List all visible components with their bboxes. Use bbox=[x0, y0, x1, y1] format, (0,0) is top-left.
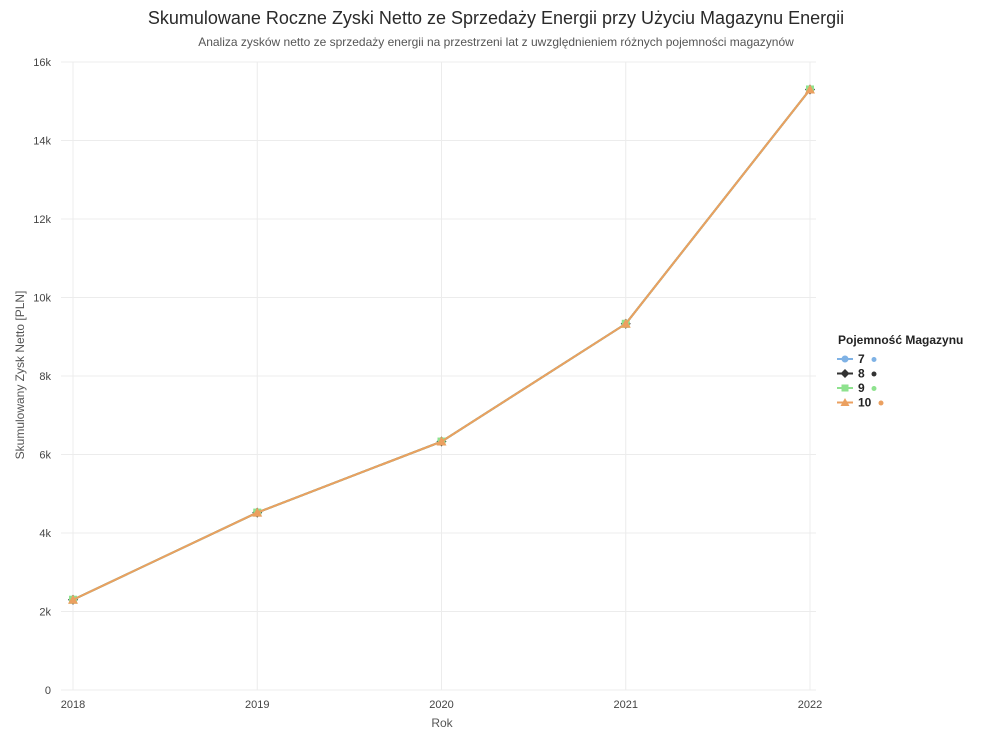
data-point-10 bbox=[68, 594, 78, 604]
x-axis-ticks: 2018 2019 2020 2021 2022 bbox=[61, 699, 822, 711]
legend-label: 10 bbox=[858, 396, 872, 410]
y-tick-label: 12k bbox=[33, 214, 51, 226]
y-tick-label: 4k bbox=[39, 528, 51, 540]
chart-subtitle: Analiza zysków netto ze sprzedaży energi… bbox=[198, 35, 794, 49]
legend-dot bbox=[878, 400, 884, 406]
series-10 bbox=[68, 84, 815, 604]
series-group bbox=[68, 84, 815, 605]
data-point-10 bbox=[252, 507, 263, 517]
y-tick-label: 10k bbox=[33, 293, 51, 305]
x-tick-label: 2018 bbox=[61, 699, 85, 711]
legend-label: 7 bbox=[858, 352, 865, 366]
legend-dot bbox=[871, 371, 877, 377]
legend-title: Pojemność Magazynu bbox=[838, 333, 963, 347]
x-tick-label: 2022 bbox=[798, 699, 822, 711]
legend-item-8: 8 bbox=[837, 367, 877, 381]
legend-label: 8 bbox=[858, 367, 865, 381]
data-point-10 bbox=[805, 84, 815, 94]
y-tick-label: 14k bbox=[33, 136, 51, 148]
legend-item-10: 10 bbox=[837, 396, 884, 410]
grid-lines bbox=[61, 61, 816, 691]
y-tick-label: 2k bbox=[39, 607, 51, 619]
y-tick-label: 0 bbox=[45, 685, 51, 697]
x-axis-label: Rok bbox=[431, 716, 453, 730]
legend-item-9: 9 bbox=[837, 381, 877, 395]
y-axis-ticks: 0 2k 4k 6k 8k 10k 12k 14k 16k bbox=[33, 57, 51, 697]
legend-dot bbox=[871, 386, 877, 391]
x-tick-label: 2019 bbox=[245, 699, 269, 711]
y-tick-label: 16k bbox=[33, 57, 51, 69]
legend-marker bbox=[840, 369, 850, 378]
legend-label: 9 bbox=[858, 381, 865, 395]
data-point-10 bbox=[436, 436, 447, 446]
legend-marker bbox=[841, 355, 849, 363]
legend-marker bbox=[840, 398, 850, 406]
data-point-10 bbox=[620, 318, 631, 328]
legend-dot bbox=[871, 357, 877, 362]
y-tick-label: 8k bbox=[39, 371, 51, 383]
x-tick-label: 2021 bbox=[614, 699, 638, 711]
legend-marker bbox=[841, 384, 849, 392]
y-tick-label: 6k bbox=[39, 450, 51, 462]
legend-item-7: 7 bbox=[837, 352, 877, 366]
y-axis-label: Skumulowany Zysk Netto [PLN] bbox=[13, 291, 27, 460]
x-tick-label: 2020 bbox=[429, 699, 453, 711]
chart-title: Skumulowane Roczne Zyski Netto ze Sprzed… bbox=[148, 8, 844, 28]
